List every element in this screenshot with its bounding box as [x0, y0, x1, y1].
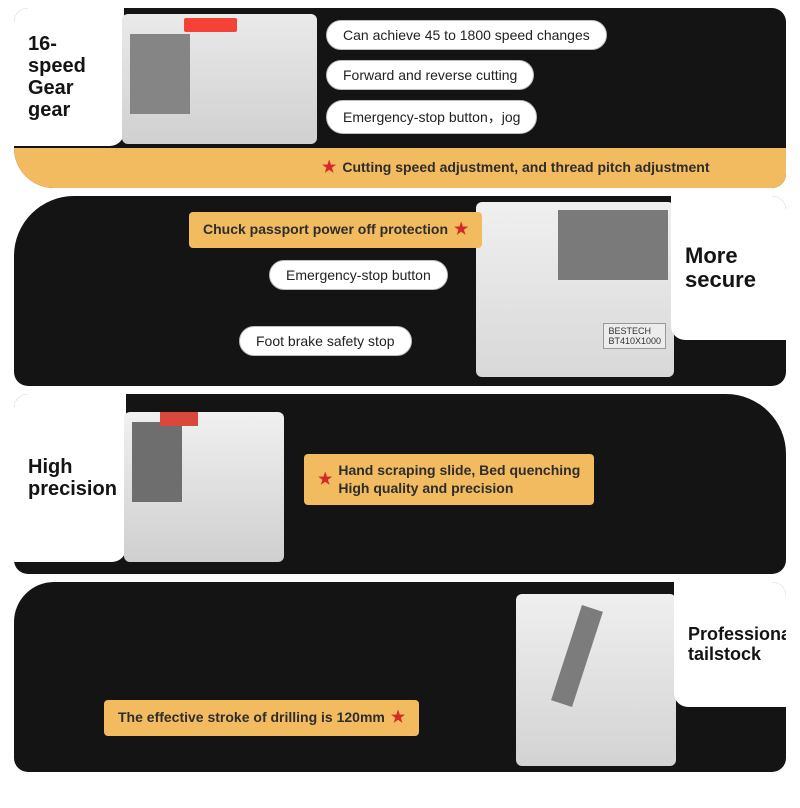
title-tailstock-text: Professional tailstock: [688, 625, 786, 665]
star-icon: ★: [322, 158, 336, 178]
pill-estop-jog: Emergency-stop button，jog: [326, 100, 537, 134]
panel-gear: 16-speed Gear gear Can achieve 45 to 180…: [14, 8, 786, 188]
title-precision-text: High precision: [28, 456, 117, 500]
panel-tailstock: Professional tailstock The effective str…: [14, 582, 786, 772]
goldbar-cutting-speed: ★ Cutting speed adjustment, and thread p…: [14, 148, 786, 188]
title-secure-text: More secure: [685, 244, 772, 292]
panel-secure: More secure Chuck passport power off pro…: [14, 196, 786, 386]
goldbar-chuck-text: Chuck passport power off protection: [203, 221, 448, 239]
goldbar-stroke-text: The effective stroke of drilling is 120m…: [118, 709, 385, 727]
pill-foot-brake: Foot brake safety stop: [239, 326, 412, 356]
goldbar-stroke: The effective stroke of drilling is 120m…: [104, 700, 419, 736]
goldbar-cutting-speed-text: Cutting speed adjustment, and thread pit…: [342, 159, 709, 177]
star-icon: ★: [454, 220, 468, 240]
goldbar-precision: ★ Hand scraping slide, Bed quenching Hig…: [304, 454, 594, 505]
product-image-secure: [476, 202, 674, 377]
panel-precision: High precision ★ Hand scraping slide, Be…: [14, 394, 786, 574]
pill-speed-changes: Can achieve 45 to 1800 speed changes: [326, 20, 607, 50]
pill-forward-reverse: Forward and reverse cutting: [326, 60, 534, 90]
star-icon: ★: [391, 708, 405, 728]
title-secure: More secure: [671, 196, 786, 340]
product-image-precision: [124, 412, 284, 562]
goldbar-precision-line1: Hand scraping slide, Bed quenching: [338, 462, 580, 478]
product-image-gear: [122, 14, 317, 144]
goldbar-precision-line2: High quality and precision: [338, 480, 513, 496]
title-tailstock: Professional tailstock: [674, 582, 786, 707]
product-image-tailstock: [516, 594, 676, 766]
pill-estop: Emergency-stop button: [269, 260, 448, 290]
goldbar-precision-text: Hand scraping slide, Bed quenching High …: [338, 462, 580, 497]
goldbar-chuck-protection: Chuck passport power off protection ★: [189, 212, 482, 248]
title-precision: High precision: [14, 394, 126, 562]
star-icon: ★: [318, 470, 332, 490]
title-gear-text: 16-speed Gear gear: [28, 33, 110, 121]
title-gear: 16-speed Gear gear: [14, 8, 124, 146]
